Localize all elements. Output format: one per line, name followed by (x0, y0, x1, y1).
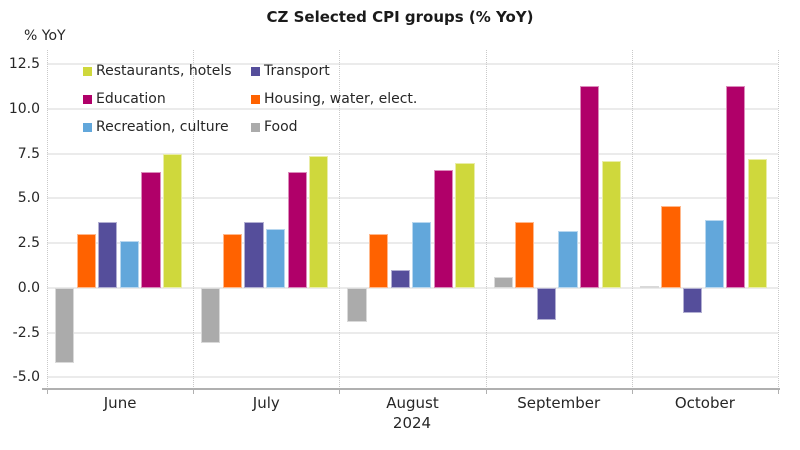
gridline-vertical (485, 50, 487, 389)
x-axis-tick (631, 390, 633, 394)
y-tick-label: 5.0 (17, 190, 40, 207)
legend-item-transport: Transport (251, 63, 417, 79)
y-tick-label: 10.0 (8, 101, 40, 118)
gridline-horizontal (47, 108, 778, 111)
x-axis-line (42, 388, 780, 390)
legend-label: Recreation, culture (96, 119, 229, 135)
bar-october-education (726, 85, 746, 288)
x-tick-label-august: August (386, 394, 439, 412)
gridline-vertical (631, 50, 633, 389)
legend-item-food: Food (251, 119, 417, 135)
plot-area (47, 50, 779, 389)
gridline-vertical (193, 50, 195, 389)
y-tick-label: 0.0 (17, 279, 40, 296)
bar-october-recreation-culture (704, 219, 724, 288)
x-tick-label-october: October (674, 394, 735, 412)
legend-marker-icon (83, 122, 92, 132)
bar-june-food (55, 287, 75, 364)
y-tick-label: -5.0 (12, 369, 40, 386)
bar-august-transport (390, 270, 410, 288)
bar-june-restaurants-hotels (163, 153, 183, 288)
bar-september-transport (536, 287, 557, 321)
bar-july-recreation-culture (266, 228, 286, 288)
x-tick-label-july: July (252, 394, 280, 412)
legend-label: Restaurants, hotels (96, 63, 232, 79)
bar-august-education (433, 169, 454, 288)
legend-marker-icon (251, 66, 260, 76)
gridline-horizontal (47, 286, 778, 289)
bar-june-housing-water-elect (76, 234, 96, 288)
x-axis-tick (193, 390, 195, 394)
bar-july-housing-water-elect (222, 234, 243, 288)
legend-label: Education (96, 91, 166, 107)
gridline-horizontal (47, 197, 778, 200)
legend-item-restaurants-hotels: Restaurants, hotels (83, 63, 251, 79)
x-tick-label-september: September (517, 394, 601, 412)
bar-july-restaurants-hotels (309, 155, 329, 288)
y-tick-label: 12.5 (8, 56, 40, 73)
legend-marker-icon (83, 94, 92, 104)
gridline-horizontal (47, 63, 778, 66)
bar-june-recreation-culture (119, 241, 140, 288)
legend-item-education: Education (83, 91, 251, 107)
gridline-horizontal (47, 376, 778, 379)
gridline-horizontal (47, 152, 778, 155)
bar-october-food (639, 286, 660, 289)
gridline-vertical (47, 50, 48, 389)
bar-august-housing-water-elect (369, 234, 389, 288)
bar-september-recreation-culture (558, 230, 578, 288)
bar-october-transport (683, 287, 703, 313)
bar-july-transport (244, 221, 264, 288)
legend-marker-icon (251, 94, 260, 104)
bar-september-restaurants-hotels (601, 160, 621, 288)
legend-marker-icon (83, 66, 92, 76)
bar-august-restaurants-hotels (455, 162, 475, 288)
chart-title: CZ Selected CPI groups (% YoY) (266, 8, 534, 26)
y-axis-unit-label: % YoY (24, 28, 66, 44)
bar-october-restaurants-hotels (747, 159, 768, 288)
gridline-horizontal (47, 331, 778, 334)
x-axis-tick (778, 390, 779, 394)
x-axis-tick (47, 390, 48, 394)
x-axis-year-label: 2024 (392, 414, 432, 432)
legend-marker-icon (251, 122, 260, 132)
bar-august-recreation-culture (412, 221, 432, 288)
bar-september-food (493, 277, 513, 288)
bar-june-education (141, 171, 161, 288)
legend-label: Transport (264, 63, 330, 79)
x-axis-tick (485, 390, 487, 394)
x-tick-label-june: June (103, 394, 137, 412)
gridline-vertical (339, 50, 341, 389)
bar-june-transport (98, 221, 118, 288)
bar-august-food (347, 287, 367, 322)
y-tick-label: 7.5 (17, 145, 40, 162)
legend-item-recreation-culture: Recreation, culture (83, 119, 251, 135)
bar-july-food (201, 287, 221, 344)
legend-item-housing-water-elect: Housing, water, elect. (251, 91, 417, 107)
bar-july-education (287, 171, 307, 288)
legend-label: Food (264, 119, 298, 135)
y-tick-label: 2.5 (17, 235, 40, 252)
bar-september-housing-water-elect (515, 221, 535, 288)
bar-october-housing-water-elect (661, 205, 681, 288)
x-axis-tick (339, 390, 341, 394)
legend-label: Housing, water, elect. (264, 91, 418, 107)
bar-september-education (580, 85, 600, 288)
y-tick-label: -2.5 (12, 324, 40, 341)
gridline-vertical (778, 50, 779, 389)
legend: Restaurants, hotels Transport Education Hou… (83, 57, 417, 141)
